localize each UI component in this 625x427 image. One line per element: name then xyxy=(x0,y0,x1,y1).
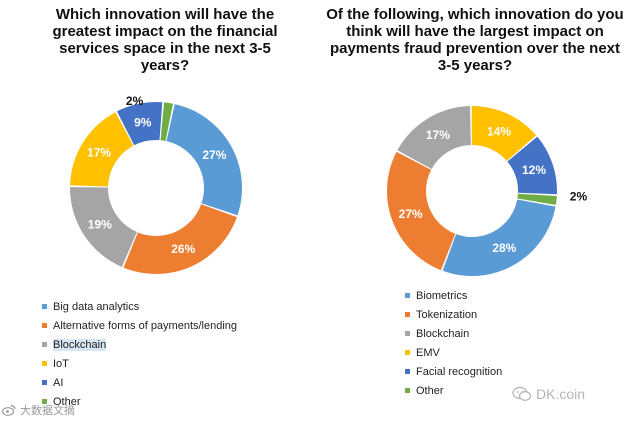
legend-swatch xyxy=(42,361,47,366)
data-label-emv: 14% xyxy=(487,124,511,138)
legend-label: Facial recognition xyxy=(416,365,503,378)
slice-blockchain xyxy=(397,106,471,169)
legend-label: IoT xyxy=(53,357,69,370)
chart-title-right: Of the following, which innovation do yo… xyxy=(326,6,624,74)
watermark-right: DK.coin xyxy=(512,386,585,402)
data-label-blockchain: 19% xyxy=(88,217,112,231)
legend-swatch xyxy=(405,388,410,393)
legend-swatch xyxy=(42,342,47,347)
legend-swatch xyxy=(405,369,410,374)
slice-big-data-analytics xyxy=(166,104,242,216)
legend-label: AI xyxy=(53,376,64,389)
legend-item-emv: EMV xyxy=(405,343,502,362)
legend-label: EMV xyxy=(416,346,440,359)
legend-label: Big data analytics xyxy=(53,300,140,313)
legend-item-alternative-forms-of-payments-lending: Alternative forms of payments/lending xyxy=(42,316,237,335)
slice-blockchain xyxy=(70,187,137,267)
slice-iot xyxy=(70,112,134,187)
data-label-tokenization: 27% xyxy=(399,207,423,221)
data-label-facial-recognition: 12% xyxy=(522,163,546,177)
legend-item-tokenization: Tokenization xyxy=(405,305,502,324)
legend-swatch xyxy=(42,304,47,309)
legend-swatch xyxy=(42,399,47,404)
legend-label: Alternative forms of payments/lending xyxy=(53,319,238,332)
slice-facial-recognition xyxy=(507,136,557,195)
legend-label: Blockchain xyxy=(53,338,107,351)
legend-label: Other xyxy=(416,384,444,397)
legend-item-other: Other xyxy=(42,392,237,411)
data-label-iot: 17% xyxy=(87,146,111,160)
legend-label: Tokenization xyxy=(416,308,478,321)
legend-swatch xyxy=(405,331,410,336)
chart-title-left: Which innovation will have the greatest … xyxy=(52,6,278,74)
data-label-big-data-analytics: 27% xyxy=(202,148,226,162)
donut-chart-left: 27% 26% 19% 17% 9% 2% xyxy=(70,94,242,274)
slice-alternative-forms-of-payments-lending xyxy=(123,204,237,274)
slice-other xyxy=(517,193,557,205)
legend-left: Big data analytics Alternative forms of p… xyxy=(42,297,237,411)
legend-item-iot: IoT xyxy=(42,354,237,373)
slice-tokenization xyxy=(387,151,456,271)
legend-label: Other xyxy=(53,395,81,408)
legend-right: Biometrics Tokenization Blockchain EMV Facia… xyxy=(405,286,502,400)
slice-other xyxy=(160,102,173,141)
legend-item-ai: AI xyxy=(42,373,237,392)
legend-label: Biometrics xyxy=(416,289,468,302)
legend-label: Blockchain xyxy=(416,327,470,340)
legend-item-blockchain: Blockchain xyxy=(405,324,502,343)
watermark-left: 大数据文摘 xyxy=(2,402,75,418)
legend-item-blockchain: Blockchain xyxy=(42,335,237,354)
legend-item-biometrics: Biometrics xyxy=(405,286,502,305)
data-label-other: 2% xyxy=(126,94,144,108)
legend-swatch xyxy=(42,380,47,385)
legend-swatch xyxy=(405,312,410,317)
data-label-biometrics: 28% xyxy=(492,241,516,255)
legend-item-facial-recognition: Facial recognition xyxy=(405,362,502,381)
data-label-ai: 9% xyxy=(134,115,152,129)
slice-ai xyxy=(116,102,163,146)
slice-biometrics xyxy=(442,199,556,276)
watermark-left-text: 大数据文摘 xyxy=(20,405,75,417)
weibo-icon xyxy=(2,404,16,416)
data-label-blockchain: 17% xyxy=(426,128,450,142)
slice-emv xyxy=(471,106,537,161)
data-label-other: 2% xyxy=(570,189,588,203)
data-label-alternative-forms-of-payments-lending: 26% xyxy=(171,242,195,256)
wechat-icon xyxy=(512,386,532,401)
legend-swatch xyxy=(42,323,47,328)
legend-swatch xyxy=(405,350,410,355)
watermark-right-text: DK.coin xyxy=(536,386,586,402)
legend-item-other: Other xyxy=(405,381,502,400)
legend-swatch xyxy=(405,293,410,298)
legend-item-big-data-analytics: Big data analytics xyxy=(42,297,237,316)
donut-chart-right: 28% 27% 17% 14% 12% 2% xyxy=(387,106,587,276)
